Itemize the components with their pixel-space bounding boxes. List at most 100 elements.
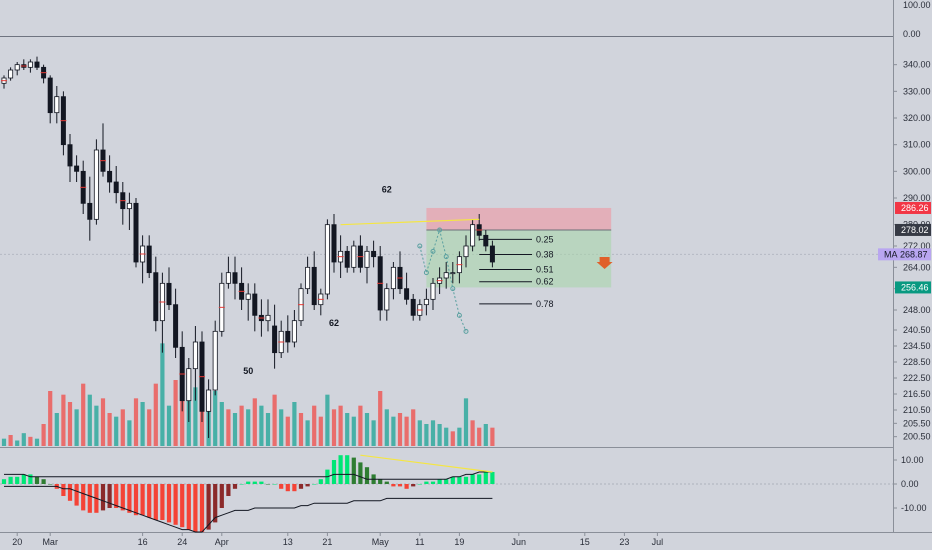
volume-bar xyxy=(351,416,356,446)
histogram-bar xyxy=(305,484,310,487)
volume-bar xyxy=(127,420,132,446)
price-tag-box xyxy=(895,223,931,236)
histogram-bar xyxy=(67,484,73,501)
projection-point xyxy=(463,328,469,334)
histogram-bar xyxy=(279,484,284,489)
histogram-bar xyxy=(265,484,271,485)
indicator-tick-label: -10.00 xyxy=(901,503,927,513)
price-axis[interactable]: 340.00330.00320.00310.00300.00290.00280.… xyxy=(894,0,932,532)
histogram-bar xyxy=(28,474,33,484)
candle-body xyxy=(206,389,212,412)
time-tick-label: 23 xyxy=(619,537,629,547)
histogram-bar xyxy=(186,484,191,530)
volume-bar xyxy=(265,413,271,446)
histogram-bar xyxy=(61,484,66,496)
volume-bar xyxy=(114,416,119,446)
histogram-bar xyxy=(147,484,152,518)
histogram-bar xyxy=(470,474,475,484)
candle-body xyxy=(430,282,436,300)
histogram-bar xyxy=(199,484,205,532)
resistance-trendline xyxy=(340,218,480,226)
drawings[interactable]: 0.25 0.38 0.51 0.62 0.78 50 62 62 xyxy=(243,185,613,376)
histogram-bar xyxy=(312,484,317,485)
candle-body xyxy=(291,320,297,343)
candle-body xyxy=(67,144,73,167)
candlesticks xyxy=(1,56,495,438)
volume-bar xyxy=(259,405,264,446)
volume-bar xyxy=(384,409,389,446)
volume-bar xyxy=(74,409,79,446)
histogram-bar xyxy=(411,484,416,487)
histogram-bar xyxy=(127,484,132,513)
volume-bar xyxy=(391,416,396,446)
candle-body xyxy=(245,293,251,300)
histogram-bar xyxy=(292,484,297,492)
volume-bar xyxy=(424,424,429,446)
price-tick-label: 216.50 xyxy=(903,389,931,399)
volume-bar xyxy=(477,427,482,446)
candle-body xyxy=(470,224,476,247)
volume-bar xyxy=(21,433,26,446)
projection-point xyxy=(437,227,443,233)
price-axis-bg xyxy=(894,0,932,532)
histogram-bar xyxy=(417,484,422,485)
histogram-bar xyxy=(298,484,304,489)
histogram-bar xyxy=(378,479,383,484)
volume-bar xyxy=(34,438,40,446)
histogram-bar xyxy=(81,484,86,511)
candle-body xyxy=(344,250,350,268)
candle-body xyxy=(423,298,429,306)
ma-tag-name: MA xyxy=(884,249,898,259)
volume-bar xyxy=(378,391,383,446)
volume-bar xyxy=(153,383,158,446)
price-tick-label: 310.00 xyxy=(903,140,931,150)
time-tick-label: 13 xyxy=(283,537,293,547)
histogram-bar xyxy=(477,474,482,484)
price-tick-label: 205.50 xyxy=(903,418,931,428)
histogram-bar xyxy=(397,484,403,487)
price-tick-label: 300.00 xyxy=(903,166,931,176)
time-tick-label: 19 xyxy=(454,537,464,547)
histogram-bar xyxy=(391,484,396,487)
volume-bar xyxy=(463,398,469,446)
histogram-bar xyxy=(180,484,185,528)
price-tick-label: 330.00 xyxy=(903,86,931,96)
volume-bar xyxy=(279,409,284,446)
candle-body xyxy=(14,64,20,71)
time-tick-label: Mar xyxy=(42,537,58,547)
candle-body xyxy=(285,330,291,343)
candle-body xyxy=(153,272,159,322)
histogram-bar xyxy=(1,479,7,484)
volume-bar xyxy=(133,398,139,446)
histogram-bar xyxy=(74,484,79,506)
volume-bar xyxy=(100,398,106,446)
volume-bar xyxy=(41,424,46,446)
candle-body xyxy=(305,266,311,290)
candle-body xyxy=(443,272,449,279)
histogram-bar xyxy=(239,484,244,485)
volume-bar xyxy=(54,413,59,446)
histogram-bar xyxy=(463,476,469,484)
time-tick-label: Jun xyxy=(512,537,527,547)
projection-point xyxy=(417,243,423,249)
candle-body xyxy=(133,202,139,263)
histogram-bar xyxy=(140,484,145,516)
candle-body xyxy=(212,330,218,391)
price-tag-label: 256.46 xyxy=(901,282,929,292)
projection-point xyxy=(430,248,436,254)
time-tick-label: 11 xyxy=(415,537,424,547)
time-tick-label: 15 xyxy=(580,537,590,547)
top-tick-label: 100.00 xyxy=(903,0,931,10)
candle-body xyxy=(483,234,489,247)
histogram-bar xyxy=(232,484,238,489)
volume-bar xyxy=(397,413,403,446)
histogram-bar xyxy=(213,484,218,523)
histogram-bar xyxy=(272,484,277,485)
histogram-bar xyxy=(246,481,251,484)
histogram-bar xyxy=(166,484,172,523)
volume-bar xyxy=(404,416,409,446)
candle-body xyxy=(232,272,238,284)
time-axis[interactable]: 20 Mar 16 24 Apr 13 21 May 11 19 Jun 15 23 Jul xyxy=(0,533,932,550)
